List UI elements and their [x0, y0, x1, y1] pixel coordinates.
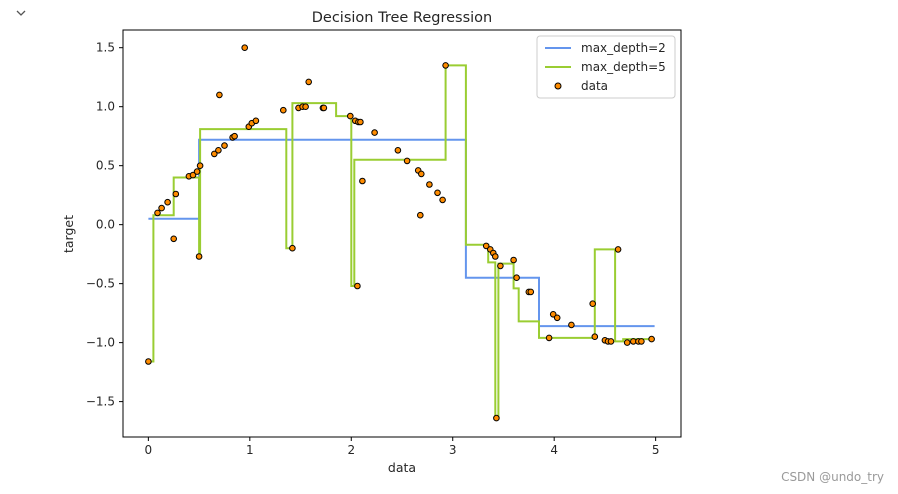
y-axis-title: target [61, 215, 76, 253]
legend-swatch [554, 82, 562, 90]
data-point [172, 190, 180, 198]
y-tick-label: −1.0 [86, 336, 115, 350]
y-tick-label: 0.0 [96, 218, 115, 232]
data-point [231, 132, 238, 140]
data-point [568, 321, 575, 329]
data-point [280, 106, 287, 114]
data-point [189, 171, 197, 179]
y-tick-label: 1.0 [96, 100, 115, 114]
x-axis-title: data [388, 460, 416, 475]
legend-label: data [581, 79, 608, 93]
data-point [417, 211, 424, 219]
data-point [215, 147, 222, 154]
data-point [154, 209, 161, 217]
legend-label: max_depth=2 [581, 41, 666, 55]
data-point [354, 282, 361, 290]
watermark: CSDN @undo_try [781, 470, 884, 484]
data-point [648, 335, 655, 343]
data-point [497, 262, 504, 270]
data-point [193, 168, 201, 175]
data-point [510, 256, 517, 264]
plot-frame [122, 29, 682, 438]
data-point [549, 311, 557, 318]
data-point [359, 177, 366, 185]
data-point [426, 181, 433, 188]
data-point [347, 112, 354, 120]
y-tick-label: 0.5 [96, 159, 115, 173]
x-tick-label: 0 [145, 443, 153, 457]
data-point [513, 274, 520, 282]
data-point [195, 253, 203, 260]
data-point [418, 170, 425, 178]
y-tick-label: 1.5 [96, 41, 115, 55]
x-tick-label: 3 [449, 443, 457, 457]
data-point [623, 339, 631, 346]
data-point [170, 235, 177, 243]
data-point [320, 104, 328, 112]
data-point [221, 142, 228, 149]
legend-box [536, 35, 676, 99]
chart-title: Decision Tree Regression [312, 10, 492, 26]
data-point [607, 338, 615, 345]
data-point [482, 242, 490, 250]
y-tick-label: −0.5 [86, 277, 115, 291]
data-point [553, 314, 561, 322]
data-point [591, 333, 599, 341]
x-tick-label: 2 [347, 443, 355, 457]
data-point [216, 91, 223, 99]
data-point [252, 117, 260, 125]
data-point [302, 103, 309, 110]
data-point [589, 300, 597, 308]
legend-label: max_depth=5 [581, 60, 666, 74]
y-tick-label: −1.5 [86, 395, 115, 409]
x-tick-label: 1 [246, 443, 254, 457]
series-line-max-depth-5 [148, 64, 655, 420]
data-point [527, 288, 535, 296]
data-point [442, 62, 449, 69]
data-point [439, 196, 446, 204]
data-point [305, 78, 313, 86]
x-tick-label: 4 [550, 443, 558, 457]
series-line-max-depth-2 [148, 138, 655, 328]
data-point [158, 204, 165, 212]
data-point [357, 118, 364, 126]
data-point [394, 147, 402, 154]
data-point [371, 129, 378, 136]
data-point [493, 414, 500, 422]
data-point [211, 150, 218, 158]
data-point [614, 246, 622, 253]
data-point [403, 157, 411, 165]
data-point [145, 358, 152, 365]
data-point [241, 44, 248, 52]
x-tick-label: 5 [652, 443, 660, 457]
data-point [638, 338, 645, 345]
chevron-down-icon[interactable] [10, 4, 32, 22]
data-point [545, 334, 553, 342]
data-point [164, 198, 171, 206]
data-point [196, 162, 204, 169]
data-point [492, 253, 499, 260]
data-point [289, 244, 296, 252]
data-point [434, 189, 441, 197]
